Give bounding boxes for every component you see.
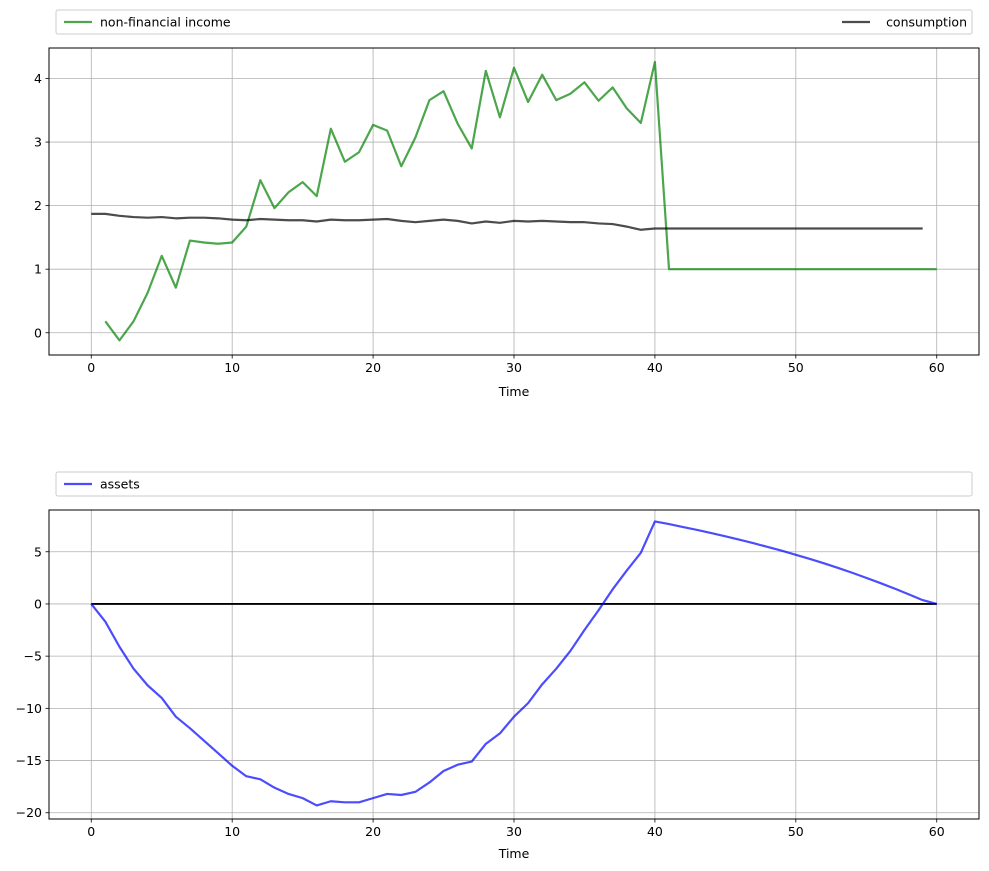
legend-label-series-0: non-financial income (100, 15, 231, 30)
y-tick-label: 1 (34, 262, 42, 277)
y-tick-label: −15 (16, 753, 42, 768)
y-tick-label: −20 (16, 805, 42, 820)
x-tick-label: 40 (647, 824, 663, 839)
x-tick-label: 60 (929, 824, 945, 839)
x-tick-label: 30 (506, 360, 522, 375)
x-tick-label: 20 (365, 824, 381, 839)
series-layer (90, 520, 938, 807)
y-axis: 5 0 −5 −10 −15 −20 (16, 544, 49, 820)
grid (49, 48, 979, 355)
legend-label-series-1: consumption (886, 15, 967, 30)
x-tick-label: 0 (87, 360, 95, 375)
series-line-1 (91, 212, 923, 231)
legend: assets (55, 471, 973, 497)
x-tick-label: 0 (87, 824, 95, 839)
series-layer (91, 60, 937, 342)
axes-2: 0 10 20 30 40 50 60 50−5−10−15−20 Time (16, 509, 980, 861)
y-tick-label: −5 (24, 649, 42, 664)
y-tick-label: 2 (34, 198, 42, 213)
x-tick-label: 30 (506, 824, 522, 839)
y-tick-label: 5 (34, 544, 42, 559)
legend-frame (55, 471, 973, 497)
x-axis-label: Time (498, 384, 530, 399)
y-axis: 0 1 2 3 4 (34, 71, 49, 340)
legend: non-financial income consumption (55, 9, 973, 35)
assets-panel: assets 0 10 20 30 40 50 60 50−5−10−15−20 Time (16, 471, 980, 861)
x-axis: 0 10 20 30 40 50 60 (87, 355, 945, 375)
x-axis: 0 10 20 30 40 50 60 (87, 819, 945, 839)
legend-label-series-0: assets (100, 477, 140, 492)
x-tick-label: 20 (365, 360, 381, 375)
x-tick-label: 50 (788, 360, 804, 375)
x-tick-label: 40 (647, 360, 663, 375)
x-tick-label: 10 (224, 360, 240, 375)
x-tick-label: 50 (788, 824, 804, 839)
income-consumption-panel: non-financial income consumption 0 10 20 30… (34, 9, 980, 399)
y-tick-label: −10 (16, 701, 42, 716)
y-tick-label: 0 (34, 325, 42, 340)
y-tick-label: 4 (34, 71, 42, 86)
legend-frame (55, 9, 973, 35)
series-line-0 (90, 520, 938, 807)
y-tick-label: 3 (34, 135, 42, 150)
x-axis-label: Time (498, 846, 530, 861)
axes-1: 0 10 20 30 40 50 60 0 1 2 3 4 Time (34, 47, 980, 399)
y-tick-label: 0 (34, 596, 42, 611)
series-line-0 (104, 60, 937, 342)
x-tick-label: 10 (224, 824, 240, 839)
x-tick-label: 60 (929, 360, 945, 375)
